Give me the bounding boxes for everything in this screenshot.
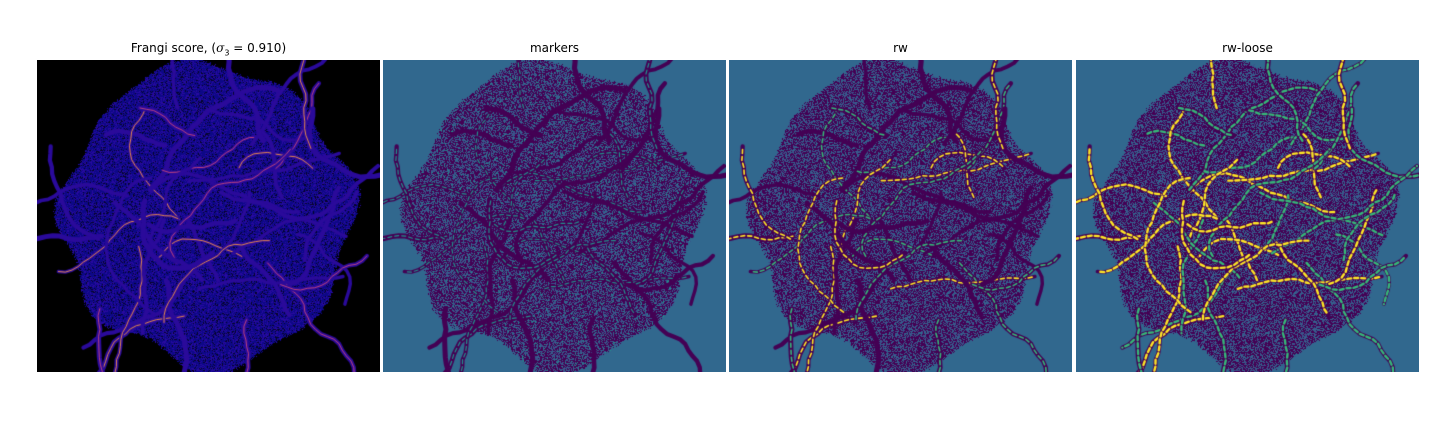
markers-image [383,60,726,372]
panel-title-frangi: Frangi score, (σ3 = 0.910) [130,41,287,58]
markers-image-panel [383,60,726,372]
panel-title-markers: markers [529,41,580,55]
rw-image-panel [729,60,1072,372]
rw-image [729,60,1072,372]
rw-loose-image-panel [1076,60,1419,372]
panel-title-rw: rw [893,41,908,55]
panel-title-rw-loose: rw-loose [1222,41,1273,55]
rw-loose-image [1076,60,1419,372]
frangi-image [37,60,380,372]
frangi-image-panel [37,60,380,372]
